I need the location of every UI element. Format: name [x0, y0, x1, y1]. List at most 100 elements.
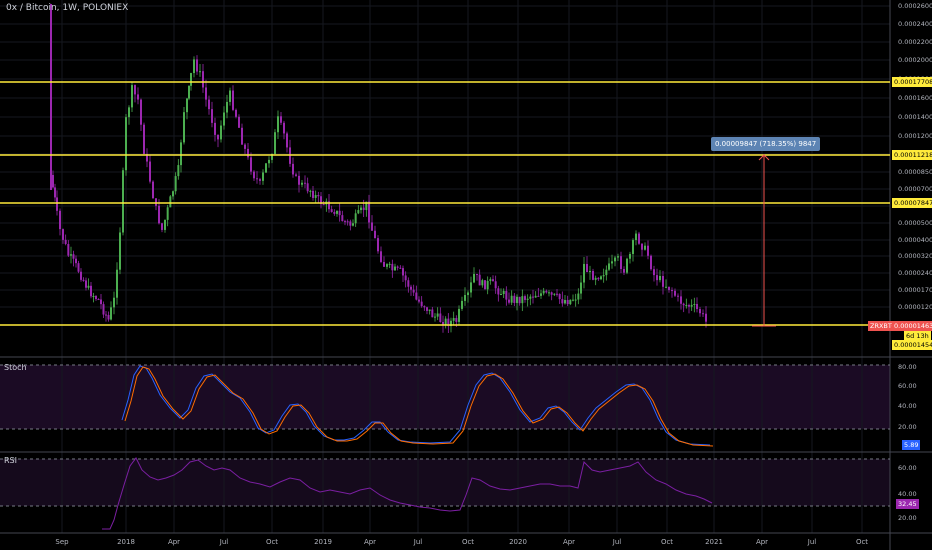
candle-body	[548, 292, 550, 294]
candle-body	[226, 101, 228, 113]
candle-body	[146, 153, 148, 162]
candle-body	[362, 207, 365, 211]
rsi-level-label: 40.00	[898, 490, 917, 498]
candle-body	[166, 207, 169, 220]
candle-body	[671, 290, 673, 292]
candle-body	[680, 296, 682, 304]
candle-body	[64, 239, 67, 245]
candle-body	[97, 299, 100, 301]
candle-body	[632, 240, 634, 254]
rsi-label[interactable]: RSI	[4, 456, 17, 465]
candle-body	[59, 210, 61, 230]
candle-body	[306, 183, 309, 192]
candle-body	[407, 280, 410, 287]
candle-body	[458, 308, 460, 322]
candle-body	[82, 279, 85, 281]
candle-body	[635, 233, 637, 241]
candle-body	[508, 299, 510, 303]
candle-body	[623, 269, 625, 273]
candle-body	[256, 178, 258, 180]
candle-body	[467, 292, 469, 296]
candle-body	[545, 290, 548, 293]
candle-body	[611, 261, 613, 264]
candle-body	[404, 275, 407, 281]
candle-body	[128, 107, 130, 118]
candle-body	[247, 148, 249, 158]
candle-body	[558, 293, 561, 300]
measure-readout: 0.00009847 (718.35%) 9847	[711, 137, 821, 151]
candle-body	[202, 71, 204, 88]
candle-body	[534, 295, 537, 298]
symbol-tag: ZRXBTC	[868, 321, 899, 331]
candle-body	[349, 221, 352, 226]
candle-body	[328, 201, 330, 210]
candle-body	[125, 117, 127, 171]
date-axis[interactable]: Sep 2018 Apr Jul Oct 2019 Apr Jul Oct 2020 Apr Jul O…	[55, 538, 868, 546]
candle-body	[688, 305, 690, 307]
candle-body	[431, 309, 434, 318]
candle-body	[169, 196, 172, 208]
candle-body	[461, 300, 463, 309]
candle-body	[277, 116, 279, 133]
candle-body	[439, 313, 442, 323]
candle-body	[295, 174, 297, 176]
candles	[52, 55, 707, 333]
candle-body	[371, 222, 373, 231]
candle-body	[177, 165, 180, 177]
candle-body	[75, 258, 77, 264]
candle-body	[140, 99, 142, 125]
candle-body	[330, 209, 333, 212]
candle-body	[447, 318, 450, 327]
candle-body	[90, 285, 92, 297]
candle-body	[338, 210, 341, 216]
candle-body	[352, 223, 354, 226]
chart-title: 0x / Bitcoin, 1W, POLONIEX	[6, 3, 129, 13]
candle-body	[116, 269, 118, 298]
candle-body	[693, 303, 696, 305]
candle-body	[566, 300, 569, 305]
level-tag-4: 0.00001454	[892, 340, 932, 350]
candle-body	[486, 280, 489, 290]
stoch-label[interactable]: Stoch	[4, 363, 27, 372]
rsi-level-label: 60.00	[898, 464, 917, 472]
candle-body	[532, 296, 534, 298]
candle-body	[312, 190, 314, 198]
candle-body	[442, 322, 444, 326]
candle-body	[149, 161, 151, 182]
candle-body	[268, 159, 270, 164]
candle-body	[426, 307, 428, 311]
candle-body	[199, 71, 201, 73]
candle-body	[174, 176, 177, 192]
candle-body	[244, 144, 246, 149]
date-label: Apr	[168, 538, 180, 546]
candle-body	[54, 187, 56, 198]
candle-body	[365, 201, 368, 211]
candle-body	[292, 163, 294, 175]
candle-body	[685, 305, 688, 307]
candle-body	[677, 295, 679, 297]
candle-body	[119, 232, 121, 270]
candle-body	[521, 296, 524, 304]
date-label: Oct	[462, 538, 474, 546]
candle-body	[344, 221, 346, 223]
candle-body	[644, 245, 646, 250]
stoch-d-line	[124, 366, 714, 447]
candle-body	[309, 190, 312, 192]
candle-body	[696, 303, 698, 310]
candle-body	[110, 307, 112, 320]
candle-body	[614, 257, 616, 262]
candle-body	[346, 221, 349, 223]
candle-body	[92, 296, 95, 298]
candle-body	[70, 254, 72, 256]
candle-body	[223, 112, 225, 126]
candle-body	[131, 85, 133, 108]
candle-body	[241, 127, 243, 145]
candle-body	[418, 299, 420, 302]
candle-body	[526, 298, 529, 300]
